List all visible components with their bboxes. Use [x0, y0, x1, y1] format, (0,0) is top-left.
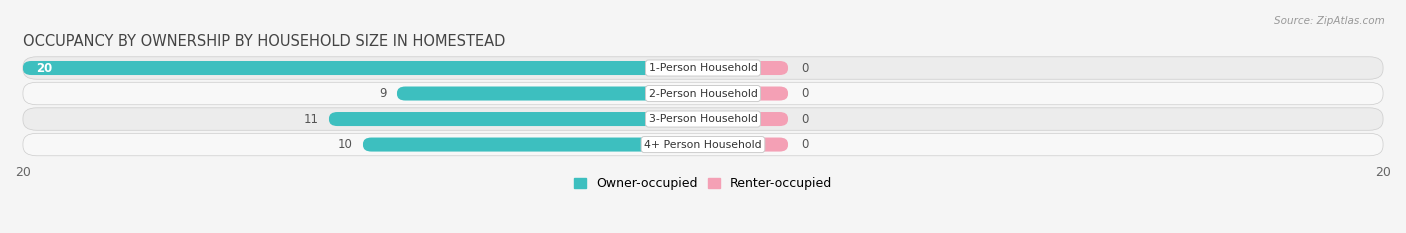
FancyBboxPatch shape	[22, 82, 1384, 105]
FancyBboxPatch shape	[703, 137, 787, 151]
FancyBboxPatch shape	[22, 57, 1384, 79]
Text: 0: 0	[801, 87, 808, 100]
Text: 1-Person Household: 1-Person Household	[648, 63, 758, 73]
FancyBboxPatch shape	[22, 108, 1384, 130]
FancyBboxPatch shape	[22, 61, 703, 75]
Text: 2-Person Household: 2-Person Household	[648, 89, 758, 99]
Text: Source: ZipAtlas.com: Source: ZipAtlas.com	[1274, 16, 1385, 26]
Legend: Owner-occupied, Renter-occupied: Owner-occupied, Renter-occupied	[574, 177, 832, 190]
FancyBboxPatch shape	[22, 133, 1384, 156]
Text: 3-Person Household: 3-Person Household	[648, 114, 758, 124]
Text: 11: 11	[304, 113, 319, 126]
FancyBboxPatch shape	[703, 86, 787, 100]
Text: 10: 10	[337, 138, 353, 151]
FancyBboxPatch shape	[703, 112, 787, 126]
Text: OCCUPANCY BY OWNERSHIP BY HOUSEHOLD SIZE IN HOMESTEAD: OCCUPANCY BY OWNERSHIP BY HOUSEHOLD SIZE…	[22, 34, 505, 49]
Text: 0: 0	[801, 62, 808, 75]
Text: 20: 20	[37, 62, 53, 75]
Text: 4+ Person Household: 4+ Person Household	[644, 140, 762, 150]
FancyBboxPatch shape	[703, 61, 787, 75]
Text: 9: 9	[380, 87, 387, 100]
Text: 0: 0	[801, 138, 808, 151]
Text: 0: 0	[801, 113, 808, 126]
FancyBboxPatch shape	[396, 86, 703, 100]
FancyBboxPatch shape	[329, 112, 703, 126]
FancyBboxPatch shape	[363, 137, 703, 151]
